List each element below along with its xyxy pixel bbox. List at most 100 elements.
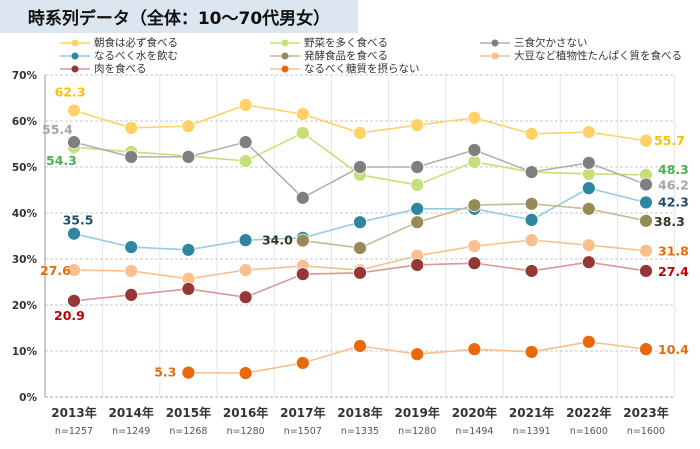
data-label: 42.3	[658, 194, 689, 209]
x-tick-label: 2014年	[108, 405, 153, 420]
data-point	[639, 342, 653, 357]
chart-title: 時系列データ（全体：10〜70代男女）	[0, 0, 358, 33]
data-label: 27.6	[40, 263, 71, 278]
legend-item: 発酵食品を食べる	[270, 49, 480, 62]
data-point	[67, 103, 81, 118]
sample-size-label: n=1494	[455, 426, 493, 437]
data-point	[581, 155, 596, 170]
y-tick-label: 70%	[12, 70, 38, 82]
legend-label: 肉を食べる	[94, 63, 147, 75]
data-point	[67, 226, 81, 241]
data-point	[410, 258, 425, 272]
data-label: 46.2	[658, 177, 689, 192]
data-point	[238, 135, 253, 150]
legend-item: 大豆など植物性たんぱく質を食べる	[480, 49, 700, 62]
legend-item: 肉を食べる	[60, 62, 270, 75]
x-tick-label: 2021年	[509, 405, 554, 420]
legend-item: なるべく水を飲む	[60, 49, 270, 62]
data-point	[639, 243, 653, 258]
data-point	[181, 119, 196, 133]
data-point	[467, 239, 482, 254]
data-point	[181, 242, 196, 257]
data-point	[295, 190, 310, 205]
data-point	[67, 263, 81, 277]
data-point	[581, 238, 596, 253]
data-point	[410, 178, 425, 192]
data-point	[639, 195, 653, 210]
data-point	[124, 149, 139, 164]
sample-size-label: n=1257	[55, 426, 93, 437]
data-point	[295, 107, 310, 121]
data-label: 31.8	[658, 244, 689, 259]
legend-marker-icon	[60, 52, 90, 59]
y-tick-label: 30%	[12, 254, 38, 266]
y-tick-label: 40%	[12, 208, 38, 220]
data-point	[524, 264, 539, 278]
data-point	[67, 293, 81, 308]
legend-label: 発酵食品を食べる	[304, 50, 388, 62]
x-tick-label: 2016年	[223, 405, 268, 420]
x-tick-label: 2020年	[452, 405, 497, 420]
legend-marker-icon	[270, 52, 300, 59]
data-point	[639, 133, 653, 148]
data-point	[353, 265, 367, 280]
legend-marker-icon	[480, 39, 510, 46]
legend-label: 大豆など植物性たんぱく質を食べる	[514, 50, 682, 62]
legend-item: 野菜を多く食べる	[270, 36, 480, 49]
y-tick-label: 50%	[12, 162, 38, 174]
data-point	[467, 110, 482, 125]
data-point	[295, 233, 310, 248]
data-point	[410, 201, 425, 216]
legend-item: なるべく糖質を摂らない	[270, 62, 480, 75]
data-point	[124, 121, 139, 135]
sample-size-label: n=1280	[398, 426, 436, 437]
data-label: 54.3	[46, 153, 77, 168]
data-point	[238, 154, 253, 168]
data-point	[238, 366, 253, 380]
y-tick-label: 20%	[12, 300, 38, 312]
data-point	[467, 155, 482, 169]
data-point	[639, 177, 653, 192]
data-point	[581, 181, 596, 196]
data-point	[238, 290, 253, 305]
y-tick-label: 0%	[19, 392, 37, 404]
sample-size-label: n=1600	[570, 426, 608, 437]
data-label: 5.3	[154, 365, 176, 380]
data-label: 10.4	[658, 342, 689, 357]
x-tick-label: 2018年	[337, 405, 382, 420]
sample-size-label: n=1280	[227, 426, 265, 437]
data-point	[124, 287, 139, 302]
data-point	[410, 160, 425, 174]
data-point	[581, 255, 596, 270]
data-point	[124, 240, 139, 254]
data-point	[524, 126, 539, 141]
sample-size-label: n=1268	[169, 426, 207, 437]
legend-marker-icon	[270, 39, 300, 46]
data-point	[467, 342, 482, 357]
x-tick-label: 2013年	[51, 405, 96, 420]
data-point	[524, 212, 539, 227]
data-point	[295, 267, 310, 282]
data-point	[295, 356, 310, 370]
sample-size-label: n=1391	[513, 426, 551, 437]
data-label: 20.9	[54, 308, 85, 323]
data-point	[181, 281, 196, 296]
legend-item: 三食欠かさない	[480, 36, 700, 49]
data-point	[353, 241, 367, 255]
sample-size-label: n=1249	[112, 426, 150, 437]
sample-size-label: n=1507	[284, 426, 322, 437]
legend-label: なるべく水を飲む	[94, 50, 178, 62]
data-label: 48.3	[658, 162, 689, 177]
legend: 朝食は必ず食べる 野菜を多く食べる 三食欠かさない なるべく水を飲む 発酵食品を食べる 大…	[60, 36, 700, 75]
sample-size-label: n=1335	[341, 426, 379, 437]
data-point	[639, 264, 653, 278]
legend-label: 野菜を多く食べる	[304, 37, 388, 49]
legend-label: なるべく糖質を摂らない	[304, 63, 420, 75]
data-point	[353, 339, 367, 353]
x-tick-label: 2022年	[566, 405, 611, 420]
data-point	[524, 345, 539, 359]
data-point	[410, 215, 425, 230]
legend-marker-icon	[270, 65, 300, 72]
data-label: 55.7	[654, 133, 685, 148]
